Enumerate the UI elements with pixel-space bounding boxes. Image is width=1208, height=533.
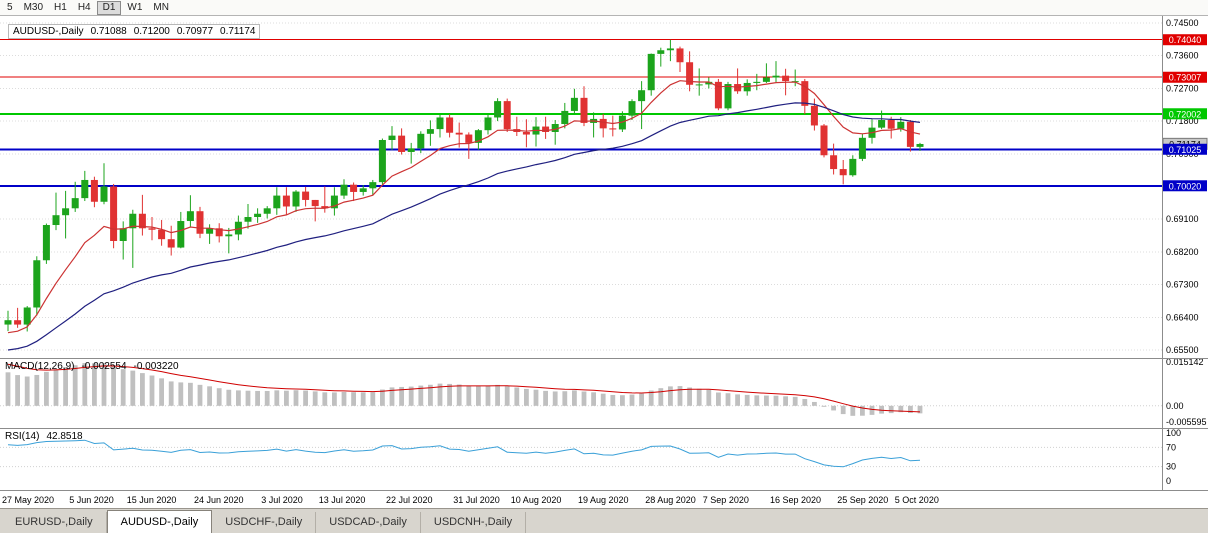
svg-text:24 Jun 2020: 24 Jun 2020 (194, 495, 244, 505)
chart-ohlc-info: AUDUSD-,Daily 0.71088 0.71200 0.70977 0.… (8, 24, 261, 39)
svg-text:7 Sep 2020: 7 Sep 2020 (703, 495, 749, 505)
date-axis[interactable]: 27 May 2020 5 Jun 2020 15 Jun 2020 24 Jun 2… (2, 495, 939, 505)
macd-main-value: -0.002554 (81, 361, 127, 372)
svg-text:-0.005595: -0.005595 (1166, 417, 1207, 427)
svg-text:0.70020: 0.70020 (1169, 181, 1202, 191)
svg-text:0.71800: 0.71800 (1166, 116, 1199, 126)
svg-text:0.67300: 0.67300 (1166, 280, 1199, 290)
svg-text:0.015142: 0.015142 (1166, 357, 1204, 367)
svg-text:0.65500: 0.65500 (1166, 345, 1199, 355)
price-axis[interactable]: 0.745000.736000.727000.718000.709000.700… (1162, 18, 1208, 486)
timeframe-button-h1[interactable]: H1 (54, 1, 67, 13)
moving-averages (7, 80, 921, 351)
svg-text:15 Jun 2020: 15 Jun 2020 (127, 495, 177, 505)
svg-text:22 Jul 2020: 22 Jul 2020 (386, 495, 433, 505)
tab-usdcnh-daily[interactable]: USDCNH-,Daily (421, 512, 527, 533)
svg-text:0: 0 (1166, 476, 1171, 486)
svg-text:100: 100 (1166, 428, 1181, 438)
svg-text:0.74500: 0.74500 (1166, 18, 1199, 28)
svg-text:0.72002: 0.72002 (1169, 109, 1202, 119)
panel-frame (0, 16, 1208, 491)
svg-text:31 Jul 2020: 31 Jul 2020 (453, 495, 500, 505)
tab-usdchf-daily[interactable]: USDCHF-,Daily (212, 512, 317, 533)
rsi-value: 42.8518 (46, 431, 83, 442)
macd-label: MACD(12,26,9) (5, 361, 75, 372)
svg-text:70: 70 (1166, 442, 1176, 452)
svg-text:0.69100: 0.69100 (1166, 214, 1199, 224)
tab-audusd-daily[interactable]: AUDUSD-,Daily (106, 510, 213, 533)
tab-eurusd-daily[interactable]: EURUSD-,Daily (2, 512, 107, 533)
chart-symbol-label: AUDUSD-,Daily (13, 26, 84, 37)
rsi-label: RSI(14) (5, 431, 40, 442)
svg-text:0.00: 0.00 (1166, 401, 1184, 411)
svg-text:25 Sep 2020: 25 Sep 2020 (837, 495, 888, 505)
svg-text:0.74040: 0.74040 (1169, 35, 1202, 45)
svg-text:0.66400: 0.66400 (1166, 312, 1199, 322)
svg-text:0.72700: 0.72700 (1166, 83, 1199, 93)
svg-text:28 Aug 2020: 28 Aug 2020 (645, 495, 696, 505)
ohlc-open: 0.71088 (90, 26, 127, 37)
tab-usdcad-daily[interactable]: USDCAD-,Daily (316, 512, 421, 533)
macd-header: MACD(12,26,9) -0.002554 -0.003220 (5, 361, 179, 372)
timeframe-button-5[interactable]: 5 (7, 1, 13, 13)
svg-text:10 Aug 2020: 10 Aug 2020 (511, 495, 562, 505)
rsi-header: RSI(14) 42.8518 (5, 431, 83, 442)
timeframe-toolbar: 5 M30 H1 H4 D1 W1 MN (0, 0, 1208, 16)
svg-text:5 Oct 2020: 5 Oct 2020 (895, 495, 939, 505)
ohlc-low: 0.70977 (176, 26, 214, 37)
timeframe-button-d1[interactable]: D1 (96, 0, 122, 15)
macd-signal-value: -0.003220 (133, 361, 179, 372)
svg-text:27 May 2020: 27 May 2020 (2, 495, 54, 505)
ohlc-close: 0.71174 (220, 26, 256, 37)
svg-text:0.73600: 0.73600 (1166, 51, 1199, 61)
timeframe-button-h4[interactable]: H4 (77, 1, 91, 13)
chart-tabbar: EURUSD-,Daily AUDUSD-,Daily USDCHF-,Dail… (0, 508, 1208, 533)
svg-text:16 Sep 2020: 16 Sep 2020 (770, 495, 821, 505)
svg-text:0.68200: 0.68200 (1166, 247, 1199, 257)
timeframe-button-w1[interactable]: W1 (127, 1, 143, 13)
svg-text:13 Jul 2020: 13 Jul 2020 (319, 495, 366, 505)
timeframe-button-mn[interactable]: MN (153, 1, 169, 13)
ohlc-high: 0.71200 (133, 26, 170, 37)
chart-canvas[interactable]: 0.745000.736000.727000.718000.709000.700… (0, 16, 1208, 508)
svg-text:5 Jun 2020: 5 Jun 2020 (69, 495, 114, 505)
timeframe-button-m30[interactable]: M30 (23, 1, 44, 13)
svg-text:0.71025: 0.71025 (1169, 145, 1202, 155)
svg-text:3 Jul 2020: 3 Jul 2020 (261, 495, 303, 505)
candles (4, 39, 924, 332)
svg-text:19 Aug 2020: 19 Aug 2020 (578, 495, 629, 505)
svg-text:30: 30 (1166, 462, 1176, 472)
svg-text:0.73007: 0.73007 (1169, 73, 1202, 83)
indicator-plots (0, 362, 1162, 468)
